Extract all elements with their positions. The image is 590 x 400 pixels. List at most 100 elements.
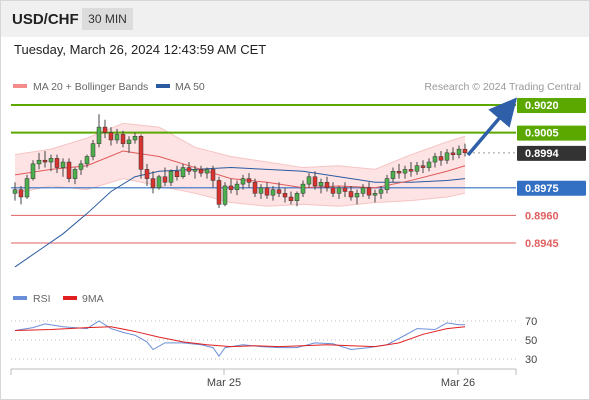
rsi-tick-label: 70 <box>525 316 537 328</box>
candle-body <box>150 178 156 189</box>
candle-body <box>162 176 168 183</box>
symbol-title: USD/CHF <box>12 11 79 28</box>
candle-body <box>306 176 312 185</box>
candle-body <box>252 182 258 194</box>
candle-body <box>36 159 42 165</box>
candle-body <box>372 193 378 196</box>
candle-body <box>186 167 192 172</box>
ma50-legend-label: MA 50 <box>175 81 205 93</box>
support-tag-label: 0.8960 <box>525 210 559 222</box>
price-levels <box>11 104 516 244</box>
bollinger-upper-line <box>14 122 466 170</box>
candle-body <box>72 169 78 179</box>
candle-body <box>462 148 468 154</box>
candle-body <box>264 187 270 196</box>
level-tags: 0.9020 0.9005 0.8994 0.8975 0.8960 0.8945 <box>517 98 586 250</box>
pivot-tag-label: 0.8975 <box>525 183 559 195</box>
candle-body <box>156 176 162 189</box>
candle-body <box>318 182 324 187</box>
main-legend: MA 20 + Bollinger Bands MA 50 Research ©… <box>13 81 581 93</box>
candle-body <box>432 156 438 163</box>
candle-body <box>216 180 222 205</box>
ma50-legend-swatch <box>156 84 170 88</box>
candle-body <box>330 187 336 194</box>
header-bar: USD/CHF 30 MIN <box>1 1 589 37</box>
candle-body <box>258 187 264 194</box>
candle-body <box>78 163 84 170</box>
candle-body <box>114 134 120 141</box>
candle-body <box>126 139 132 144</box>
rsi-tick-label: 30 <box>525 354 537 366</box>
candle-body <box>138 136 144 170</box>
rsi-ma-legend-swatch <box>63 296 77 300</box>
candle-body <box>24 178 30 198</box>
bollinger-band-area <box>15 123 465 207</box>
copyright-text: Research © 2024 Trading Central <box>424 81 581 93</box>
candle-body <box>192 169 198 172</box>
candle-body <box>456 148 462 155</box>
resistance-tag-label: 0.9020 <box>525 100 559 112</box>
candle-body <box>270 189 276 196</box>
rsi-line <box>14 320 465 358</box>
candle-body <box>204 169 210 174</box>
candle-body <box>198 169 204 174</box>
support-tag-label: 0.8945 <box>525 238 559 250</box>
timeframe-badge[interactable]: 30 MIN <box>82 8 133 30</box>
candle-body <box>48 158 54 163</box>
rsi-ma-line <box>14 326 466 348</box>
candle-body <box>378 189 384 194</box>
candle-body <box>402 169 408 174</box>
candle-body <box>168 170 174 183</box>
candle-body <box>408 169 414 172</box>
candle-body <box>366 187 372 196</box>
candle-body <box>348 191 354 198</box>
candle-body <box>12 189 18 194</box>
candle-body <box>324 182 330 189</box>
candle-body <box>246 178 252 183</box>
rsi-panel: RSI 9MA 70 50 30 <box>11 293 537 366</box>
current-tag <box>517 145 586 161</box>
pivot-tag <box>517 180 586 196</box>
forecast-arrow-icon <box>466 97 518 157</box>
current-tag-label: 0.8994 <box>525 148 560 160</box>
candle-body <box>414 165 420 172</box>
ma20-legend-label: MA 20 + Bollinger Bands <box>33 81 148 93</box>
candle-body <box>276 189 282 194</box>
candle-body <box>84 156 90 165</box>
candle-body <box>174 170 180 178</box>
candle-body <box>180 167 186 178</box>
time-axis: Mar 25 Mar 26 <box>10 368 517 389</box>
candle-body <box>60 161 66 168</box>
timestamp-label: Tuesday, March 26, 2024 12:43:59 AM CET <box>14 42 267 57</box>
candle-body <box>120 134 126 144</box>
candle-body <box>354 193 360 198</box>
candle-body <box>102 126 108 133</box>
candle-body <box>132 136 138 141</box>
candle-body <box>420 165 426 168</box>
x-tick-label: Mar 25 <box>207 377 241 389</box>
rsi-tick-label: 50 <box>525 335 537 347</box>
candle-body <box>96 126 102 144</box>
candle-body <box>336 187 342 194</box>
candle-body <box>450 152 456 155</box>
candle-body <box>294 193 300 201</box>
candle-body <box>390 170 396 179</box>
candle-body <box>240 178 246 185</box>
rsi-ma-legend-label: 9MA <box>82 293 104 305</box>
resistance-tag <box>517 98 586 113</box>
ma20-legend-swatch <box>13 84 27 88</box>
candle-body <box>30 163 36 179</box>
candle-body <box>108 132 114 141</box>
candle-body <box>444 152 450 161</box>
candle-body <box>210 169 216 181</box>
candle-body <box>144 169 150 179</box>
candle-body <box>234 183 240 190</box>
candle-body <box>54 158 60 168</box>
candle-body <box>426 161 432 168</box>
candle-body <box>42 159 48 163</box>
x-tick-label: Mar 26 <box>441 377 475 389</box>
candle-body <box>300 183 306 194</box>
rsi-legend-label: RSI <box>33 293 51 305</box>
